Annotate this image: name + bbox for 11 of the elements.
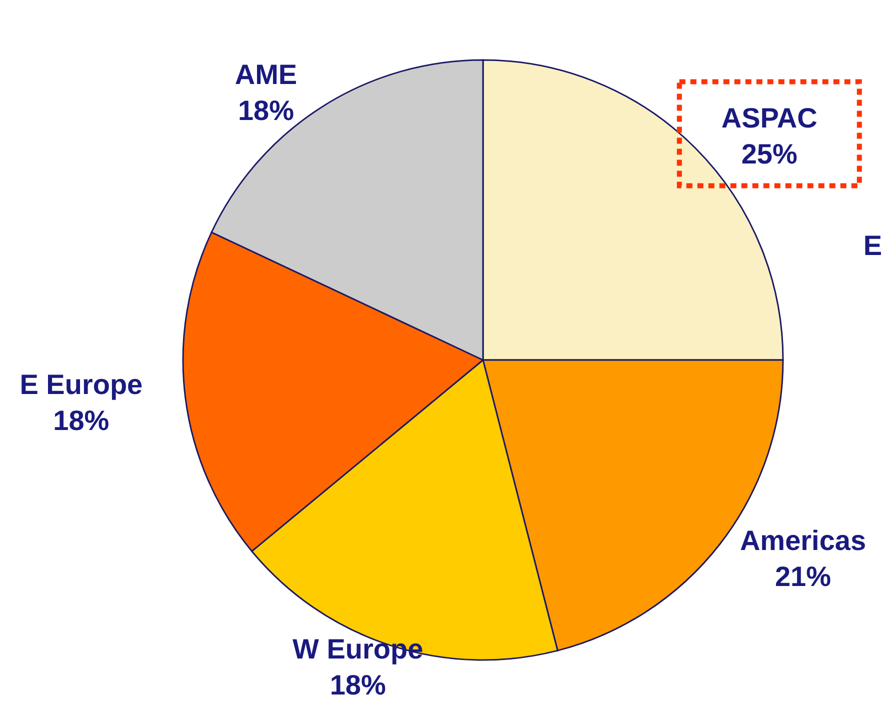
slice-label: E Europe — [20, 369, 143, 400]
data-label: 21% — [774, 561, 832, 592]
data-label: 25% — [741, 138, 798, 170]
text: E — [863, 230, 882, 262]
slice-label: AME — [234, 58, 298, 90]
slice-label: Americas — [740, 525, 866, 556]
slice-label: W Europe — [292, 633, 424, 664]
data-label: 18% — [238, 94, 294, 126]
data-label: 18% — [330, 669, 386, 700]
slice-label: ASPAC — [721, 102, 818, 134]
data-label: 18% — [53, 405, 110, 436]
